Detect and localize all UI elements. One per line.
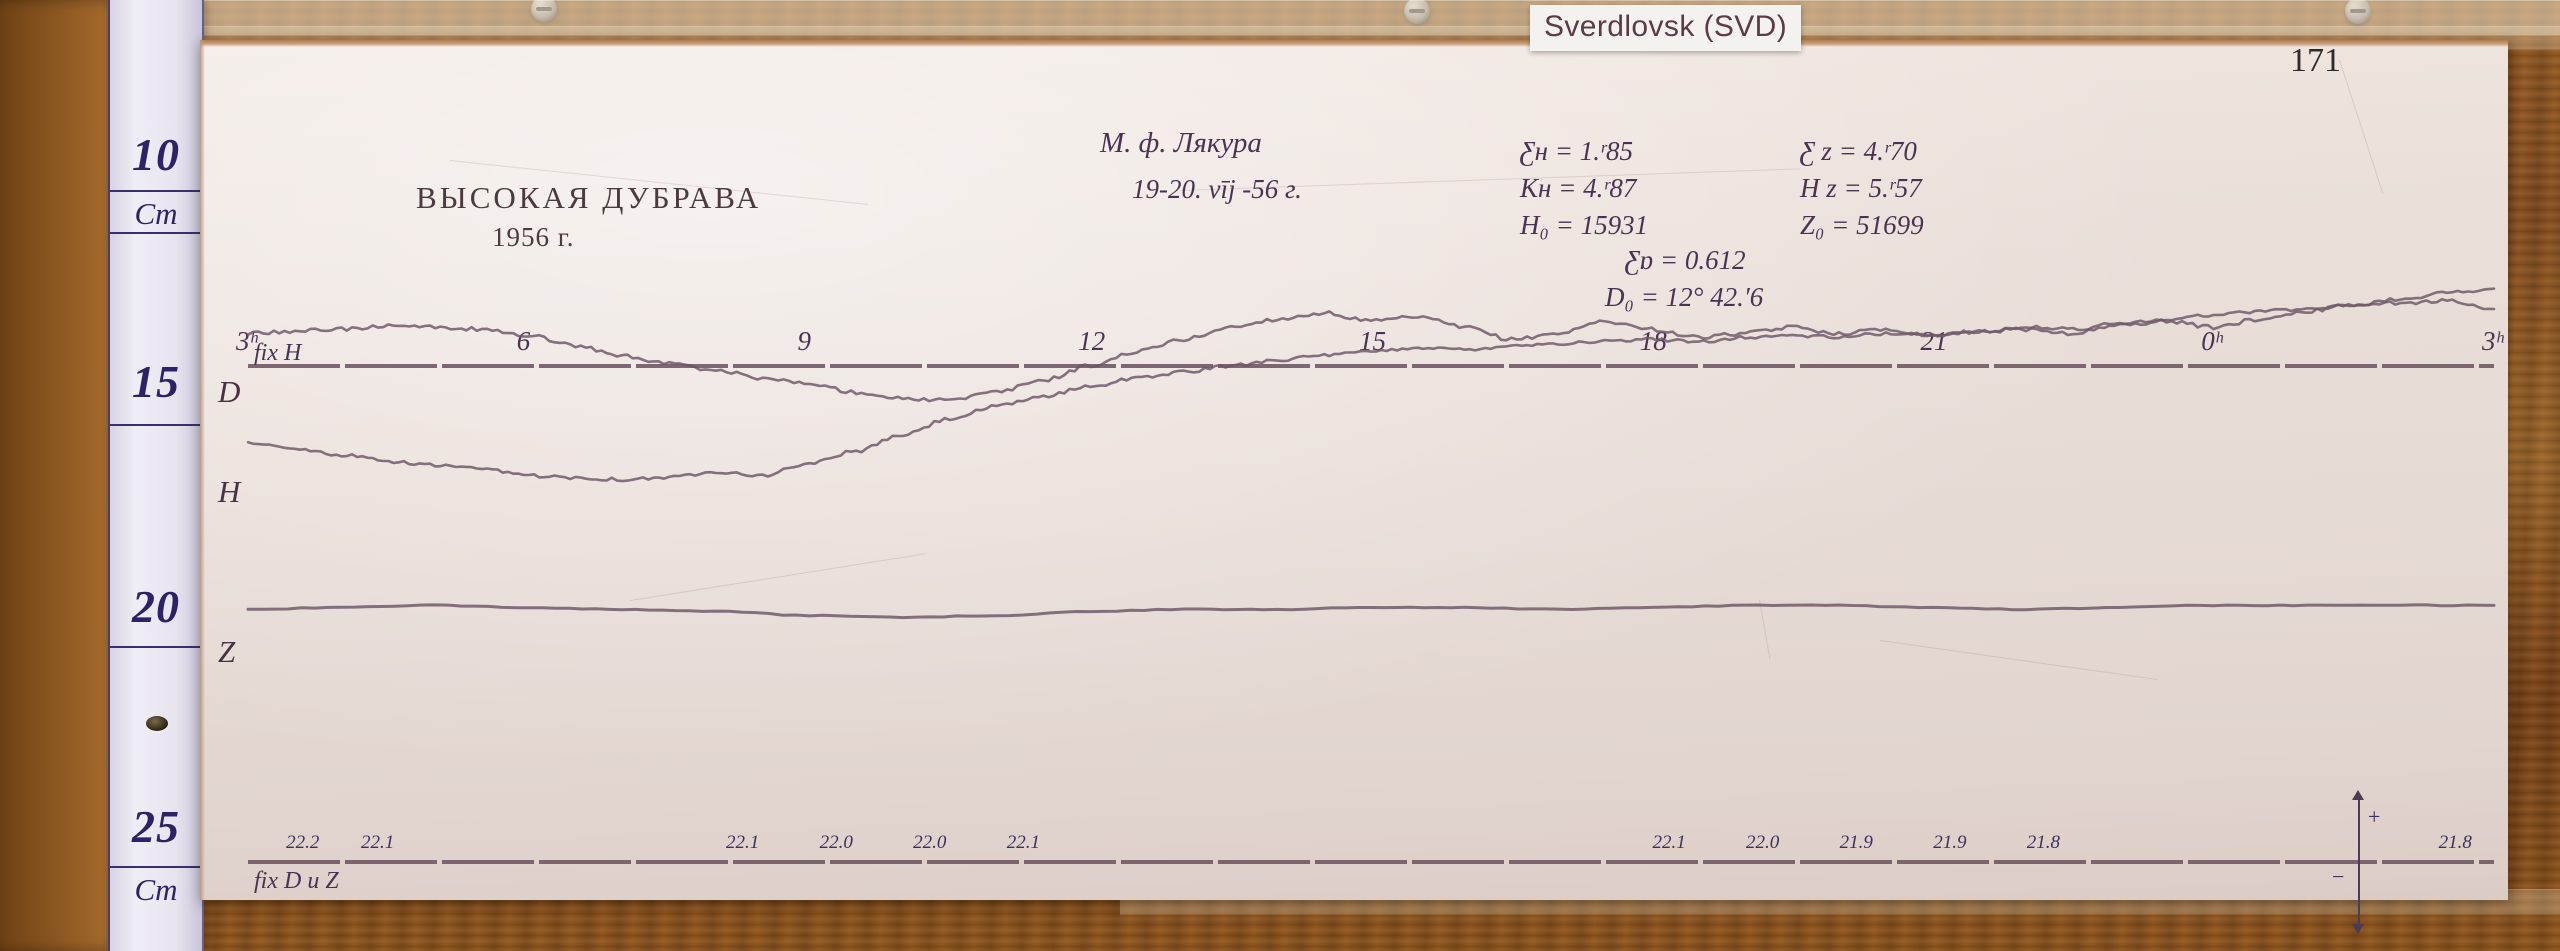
polarity-arrow-up — [2352, 790, 2364, 800]
ruler-division — [110, 646, 202, 648]
magnetogram-sheet: 171 ВЫСОКАЯ ДУБРАВА 1956 г. М. ф. Лякура… — [200, 40, 2508, 934]
constant-z0: Z₀ = 51699 — [1800, 210, 1924, 240]
magnetogram-traces — [246, 287, 2496, 620]
observation-date: 19-20. vīj -56 г. — [1132, 174, 1302, 204]
polarity-minus: − — [2332, 864, 2345, 889]
station-title: ВЫСОКАЯ ДУБРАВА — [416, 180, 762, 215]
baseline-temperature: 21.8 — [2026, 832, 2061, 853]
baseline-temperature: 22.0 — [1746, 832, 1780, 853]
baseline-axis-bottom — [248, 860, 2494, 864]
baseline-temperature: 22.1 — [1006, 832, 1040, 853]
ruler-division — [110, 424, 202, 426]
trace-label-h: H — [218, 474, 241, 509]
constant-d0: D₀ = 12° 42.′6 — [1605, 282, 1764, 312]
baseline-temperature: 21.9 — [1839, 832, 1873, 853]
tape-strip — [200, 0, 2560, 36]
baseline-temperature: 21.8 — [2438, 832, 2472, 853]
ruler-mark-20: 20 — [132, 581, 180, 632]
baseline-temperature: 22.0 — [913, 832, 947, 853]
sheet-number: 171 — [2290, 42, 2341, 79]
ruler-mark-15: 15 — [132, 356, 180, 407]
station-year: 1956 г. — [492, 222, 575, 252]
constant-eps-d: Ƹɒ = 0.612 — [1625, 245, 1746, 275]
baseline-temperature: 22.1 — [1652, 832, 1686, 853]
baseline-temperature: 21.9 — [1933, 832, 1967, 853]
ruler-division — [110, 190, 202, 192]
hour-label-9: 9 — [797, 326, 812, 356]
polarity-arrow-down — [2352, 924, 2364, 934]
constant-eps-z: Ƹ z = 4.ʳ70 — [1800, 136, 1917, 166]
baseline-temperature: 22.2 — [286, 832, 320, 853]
polarity-plus: + — [2368, 804, 2381, 829]
ruler-scale-strip: 10 Cm 15 20 25 Cm — [108, 0, 204, 951]
ruler-unit-cm: Cm — [134, 872, 178, 907]
hour-label-27: 3ʰ — [2482, 326, 2504, 356]
baseline-temperature: 22.1 — [361, 832, 395, 853]
time-axis-top — [248, 364, 2494, 368]
sheet-top-edge — [200, 40, 2508, 47]
constant-k-h: Kн = 4.ʳ87 — [1520, 173, 1637, 203]
hour-label-6: 6 — [516, 326, 531, 356]
ruler-punch-hole — [146, 716, 168, 731]
fix-h-label: fix H — [254, 340, 302, 366]
trace-z — [246, 603, 2496, 620]
constant-eps-h: Ƹн = 1.ʳ85 — [1520, 136, 1633, 166]
constant-h0: H₀ = 15931 — [1520, 210, 1649, 240]
trace-label-z: Z — [218, 634, 236, 669]
hour-label-21: 21 — [1920, 326, 1948, 356]
ruler-mark-10: 10 — [132, 129, 180, 180]
hour-label-12: 12 — [1078, 326, 1106, 356]
ruler-unit-cm: Cm — [134, 196, 178, 231]
constant-k-z: H z = 5.ʳ57 — [1800, 173, 1922, 203]
trace-label-d: D — [218, 374, 241, 409]
ruler-mark-25: 25 — [132, 801, 180, 852]
baseline-temperature: 22.1 — [725, 832, 760, 853]
trace-d — [246, 287, 2496, 403]
ruler-division — [110, 866, 202, 868]
ruler-division — [110, 232, 202, 234]
baseline-temperature: 22.0 — [819, 832, 853, 853]
sheet-left-edge — [200, 40, 205, 900]
polarity-axis — [2358, 796, 2360, 930]
fix-d-z-label: fix D и Z — [254, 868, 339, 894]
trace-h — [246, 297, 2496, 483]
station-overlay-label: Sverdlovsk (SVD) — [1530, 5, 1802, 51]
hour-label-24: 0ʰ — [2201, 326, 2223, 356]
instrument-name: М. ф. Лякура — [1100, 127, 1262, 159]
